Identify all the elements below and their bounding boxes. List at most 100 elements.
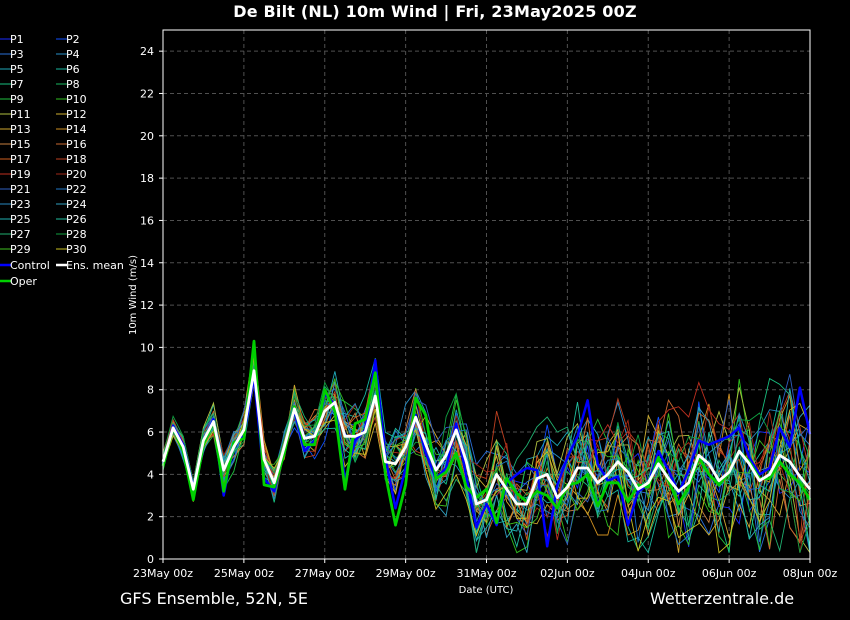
legend-swatch xyxy=(56,248,67,250)
x-axis-label: Date (UTC) xyxy=(459,585,514,596)
y-axis-label: 10m Wind (m/s) xyxy=(128,255,139,335)
y-tick-label: 22 xyxy=(140,87,154,100)
legend-label: P24 xyxy=(66,198,87,211)
x-tick-label: 08Jun 00z xyxy=(783,567,838,580)
legend-swatch xyxy=(56,143,67,145)
member-line-p15 xyxy=(162,365,811,543)
legend-label: P9 xyxy=(10,93,24,106)
legend-label: P11 xyxy=(10,108,31,121)
legend-label: P13 xyxy=(10,123,31,136)
legend-swatch xyxy=(0,98,11,100)
legend-label: P25 xyxy=(10,213,31,226)
legend-label: P12 xyxy=(66,108,87,121)
y-tick-label: 12 xyxy=(140,299,154,312)
x-tick-label: 06Jun 00z xyxy=(702,567,757,580)
site-label: Wetterzentrale.de xyxy=(650,589,795,608)
legend-label: P6 xyxy=(66,63,80,76)
member-line-p30 xyxy=(162,357,811,554)
legend-label: P27 xyxy=(10,228,31,241)
legend-label: P15 xyxy=(10,138,31,151)
legend-label: P16 xyxy=(66,138,87,151)
y-tick-label: 16 xyxy=(140,214,154,227)
legend-swatch xyxy=(56,113,67,115)
legend-label: P18 xyxy=(66,153,87,166)
legend-swatch xyxy=(0,143,11,145)
x-tick-label: 02Jun 00z xyxy=(540,567,595,580)
legend-swatch xyxy=(56,53,67,55)
x-tick-label: 29May 00z xyxy=(376,567,436,580)
legend-label: P5 xyxy=(10,63,24,76)
x-tick-label: 25May 00z xyxy=(214,567,274,580)
legend-swatch xyxy=(56,173,67,175)
x-tick-label: 04Jun 00z xyxy=(621,567,676,580)
x-tick-labels: 23May 00z 25May 00z 27May 00z 29May 00z 31Ma… xyxy=(133,559,837,580)
legend-label: P23 xyxy=(10,198,31,211)
legend-label: P1 xyxy=(10,33,24,46)
y-tick-label: 14 xyxy=(140,257,154,270)
chart-title: De Bilt (NL) 10m Wind | Fri, 23May2025 0… xyxy=(233,2,637,21)
legend-swatch xyxy=(0,279,11,283)
legend-label: P29 xyxy=(10,243,31,256)
legend-swatch xyxy=(0,263,11,267)
legend-swatch xyxy=(0,53,11,55)
legend-swatch xyxy=(56,218,67,220)
legend-label: P26 xyxy=(66,213,87,226)
legend-swatch xyxy=(56,128,67,130)
y-tick-label: 18 xyxy=(140,172,154,185)
legend-swatch xyxy=(0,233,11,235)
legend-label: P4 xyxy=(66,48,80,61)
legend-swatch xyxy=(0,248,11,250)
model-label: GFS Ensemble, 52N, 5E xyxy=(120,589,308,608)
legend-label: Control xyxy=(10,259,50,272)
y-tick-label: 2 xyxy=(147,511,154,524)
x-tick-label: 27May 00z xyxy=(295,567,355,580)
legend-swatch xyxy=(0,128,11,130)
legend-label: P8 xyxy=(66,78,80,91)
legend-swatch xyxy=(56,68,67,70)
legend-swatch xyxy=(0,218,11,220)
legend-swatch xyxy=(0,113,11,115)
legend-label: P21 xyxy=(10,183,31,196)
legend-label: P28 xyxy=(66,228,87,241)
legend-label: P19 xyxy=(10,168,31,181)
legend-label: Ens. mean xyxy=(66,259,124,272)
legend-swatch xyxy=(0,68,11,70)
legend-swatch xyxy=(56,38,67,40)
legend-swatch xyxy=(56,98,67,100)
legend-label: P7 xyxy=(10,78,24,91)
y-tick-label: 6 xyxy=(147,426,154,439)
legend-swatch xyxy=(56,158,67,160)
legend-label: P22 xyxy=(66,183,87,196)
x-tick-label: 23May 00z xyxy=(133,567,193,580)
legend-label: Oper xyxy=(10,275,37,288)
y-tick-label: 10 xyxy=(140,341,154,354)
series-line-oper xyxy=(161,339,812,527)
y-tick-label: 24 xyxy=(140,45,154,58)
legend-swatch xyxy=(0,188,11,190)
highlight-lines xyxy=(161,339,812,548)
legend-swatch xyxy=(56,188,67,190)
legend-label: P14 xyxy=(66,123,87,136)
legend-swatch xyxy=(0,203,11,205)
y-tick-label: 0 xyxy=(147,553,154,566)
legend-label: P20 xyxy=(66,168,87,181)
y-tick-label: 20 xyxy=(140,130,154,143)
legend-label: P17 xyxy=(10,153,31,166)
legend-label: P2 xyxy=(66,33,80,46)
legend-label: P10 xyxy=(66,93,87,106)
legend-swatch xyxy=(0,83,11,85)
legend-swatch xyxy=(56,263,67,267)
legend-swatch xyxy=(56,203,67,205)
series-line-ens-mean xyxy=(161,369,812,506)
y-tick-label: 4 xyxy=(147,468,154,481)
legend-swatch xyxy=(56,233,67,235)
legend-label: P3 xyxy=(10,48,24,61)
legend-swatch xyxy=(0,173,11,175)
legend-swatch xyxy=(0,158,11,160)
legend-swatch xyxy=(0,38,11,40)
y-tick-label: 8 xyxy=(147,384,154,397)
x-tick-label: 31May 00z xyxy=(456,567,516,580)
legend-label: P30 xyxy=(66,243,87,256)
